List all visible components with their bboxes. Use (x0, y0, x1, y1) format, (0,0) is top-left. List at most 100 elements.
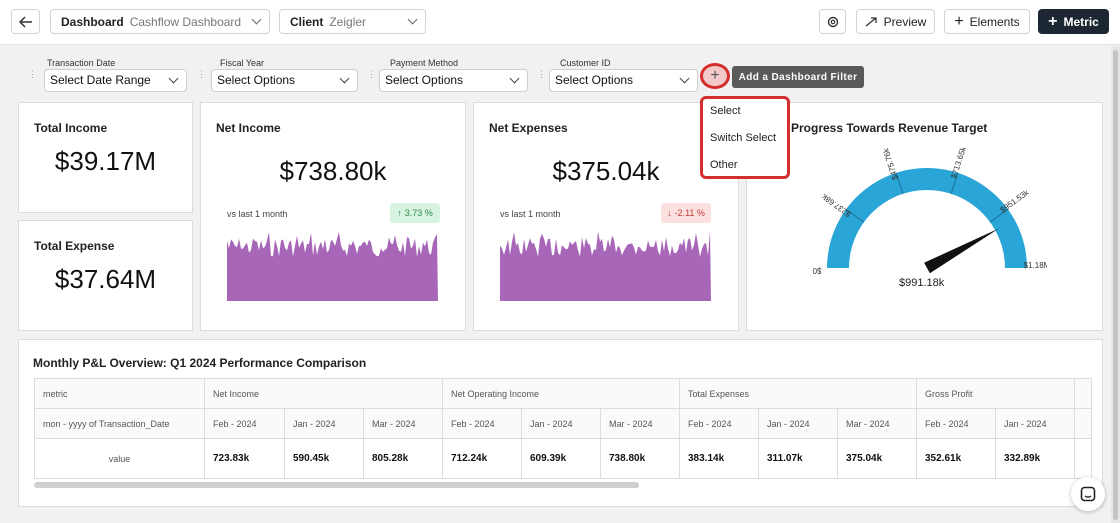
card-value: $39.17M (54, 146, 157, 176)
filter-select[interactable]: Select Options (549, 69, 698, 92)
net-income-sparkline (227, 232, 438, 301)
arrow-left-icon (18, 15, 32, 28)
value-cell: 352.61k (916, 438, 996, 479)
gauge-tick (895, 172, 904, 194)
filter-bar: ⋮ Transaction Date Select Date Range ⋮ F… (0, 46, 1120, 100)
elements-button[interactable]: + Elements (944, 9, 1030, 34)
filter-select[interactable]: Select Options (211, 69, 358, 92)
card-value: $738.80k (279, 156, 387, 186)
filter-select[interactable]: Select Date Range (44, 69, 187, 92)
pl-table: metric Net Income Net Operating Income T… (34, 378, 1092, 479)
client-select-label: Client (290, 14, 324, 29)
filter-value: Select Options (555, 73, 634, 87)
filter-value: Select Options (217, 73, 296, 87)
preview-button[interactable]: Preview (856, 9, 935, 34)
card-value: $37.64M (54, 264, 157, 294)
filter-select[interactable]: Select Options (379, 69, 528, 92)
month-header: Feb - 2024 (204, 408, 285, 439)
drag-handle-icon[interactable]: ⋮ (28, 69, 37, 79)
settings-button[interactable] (819, 9, 846, 34)
month-header: Feb - 2024 (679, 408, 759, 439)
table-row: mon - yyyy of Transaction_Date Feb - 202… (34, 408, 1092, 439)
row-label: mon - yyyy of Transaction_Date (34, 408, 205, 439)
scrollbar-thumb[interactable] (1113, 50, 1118, 520)
elements-label: Elements (969, 14, 1020, 29)
gauge-tick-label: $237.68k (820, 191, 853, 218)
month-header: Jan - 2024 (284, 408, 364, 439)
row-label: metric (34, 378, 205, 409)
dashboard-select-label: Dashboard (61, 14, 124, 29)
add-filter-button[interactable]: + (700, 63, 730, 89)
drag-handle-icon[interactable]: ⋮ (367, 69, 376, 79)
filter-caption: Customer ID (560, 58, 611, 68)
plus-icon: + (954, 12, 964, 30)
table-row: metric Net Income Net Operating Income T… (34, 378, 1092, 409)
gauge-tick-label: $0 (812, 266, 821, 275)
value-cell: 590.45k (284, 438, 364, 479)
delta-badge: ↓ -2.11 % (661, 203, 711, 223)
card-title: Net Income (216, 121, 281, 135)
add-metric-button[interactable]: + Metric (1038, 9, 1109, 34)
client-select-value: Zeigler (329, 14, 367, 29)
group-header: Gross Profit (916, 378, 1075, 409)
dashboard-select-value: Cashflow Dashboard (129, 14, 242, 29)
drag-handle-icon[interactable]: ⋮ (537, 69, 546, 79)
menu-item-select[interactable]: Select (710, 105, 741, 117)
filter-type-menu: Select Switch Select Other (700, 96, 790, 179)
top-bar: Dashboard Cashflow Dashboard Client Zeig… (0, 0, 1120, 45)
metric-label: Metric (1063, 14, 1099, 29)
chevron-down-icon (509, 73, 520, 84)
delta-value: 3.73 % (404, 208, 433, 218)
net-income-card: Net Income $738.80k vs last 1 month ↑ 3.7… (200, 102, 466, 331)
card-title: Net Expenses (489, 121, 568, 135)
group-header: Net Operating Income (442, 378, 680, 409)
value-cell: 738.80k (600, 438, 680, 479)
month-header: Jan - 2024 (995, 408, 1075, 439)
table-cell (1074, 438, 1092, 479)
drag-handle-icon[interactable]: ⋮ (197, 69, 206, 79)
filter-value: Select Date Range (50, 73, 151, 87)
gauge-tick (989, 208, 1009, 223)
net-expenses-card: Net Expenses $375.04k vs last 1 month ↓ -… (473, 102, 739, 331)
value-cell: 805.28k (363, 438, 443, 479)
gauge-needle (924, 228, 999, 274)
month-header: Mar - 2024 (363, 408, 443, 439)
menu-item-other[interactable]: Other (710, 159, 738, 171)
client-select[interactable]: Client Zeigler (279, 9, 426, 34)
preview-label: Preview (883, 14, 927, 29)
comparison-label: vs last 1 month (500, 209, 561, 219)
menu-item-switch-select[interactable]: Switch Select (710, 132, 777, 144)
pl-overview-card: Monthly P&L Overview: Q1 2024 Performanc… (18, 339, 1103, 507)
gauge-tick-label: $1.18M (1024, 261, 1047, 270)
vertical-scrollbar[interactable] (1111, 46, 1120, 523)
dashboard-select[interactable]: Dashboard Cashflow Dashboard (50, 9, 270, 34)
value-cell: 375.04k (837, 438, 917, 479)
delta-badge: ↑ 3.73 % (390, 203, 440, 223)
back-button[interactable] (11, 9, 40, 34)
gauge-tick (845, 208, 865, 223)
value-cell: 383.14k (679, 438, 759, 479)
value-cell: 311.07k (758, 438, 838, 479)
total-income-card: Total Income $39.17M (18, 102, 193, 213)
arrow-up-icon: ↑ (397, 208, 402, 218)
arrow-down-icon: ↓ (667, 208, 672, 218)
card-title: Progress Towards Revenue Target (791, 121, 988, 135)
chevron-down-icon (407, 14, 418, 25)
delta-value: -2.11 % (674, 208, 705, 218)
table-title: Monthly P&L Overview: Q1 2024 Performanc… (33, 356, 367, 370)
month-header: Feb - 2024 (442, 408, 522, 439)
chevron-down-icon (168, 73, 179, 84)
group-header: Net Income (204, 378, 443, 409)
horizontal-scrollbar[interactable] (34, 482, 639, 488)
filter-caption: Payment Method (390, 58, 459, 68)
comparison-label: vs last 1 month (227, 209, 288, 219)
gauge-arc (827, 168, 1027, 268)
plus-icon: + (1048, 12, 1058, 30)
sparkline-area (227, 232, 438, 301)
month-header: Mar - 2024 (600, 408, 680, 439)
revenue-target-card: Progress Towards Revenue Target $0 $237.6… (746, 102, 1103, 331)
card-value: $375.04k (552, 156, 660, 186)
chat-button[interactable] (1071, 477, 1105, 511)
card-title: Total Expense (34, 239, 115, 253)
chevron-down-icon (251, 14, 262, 25)
